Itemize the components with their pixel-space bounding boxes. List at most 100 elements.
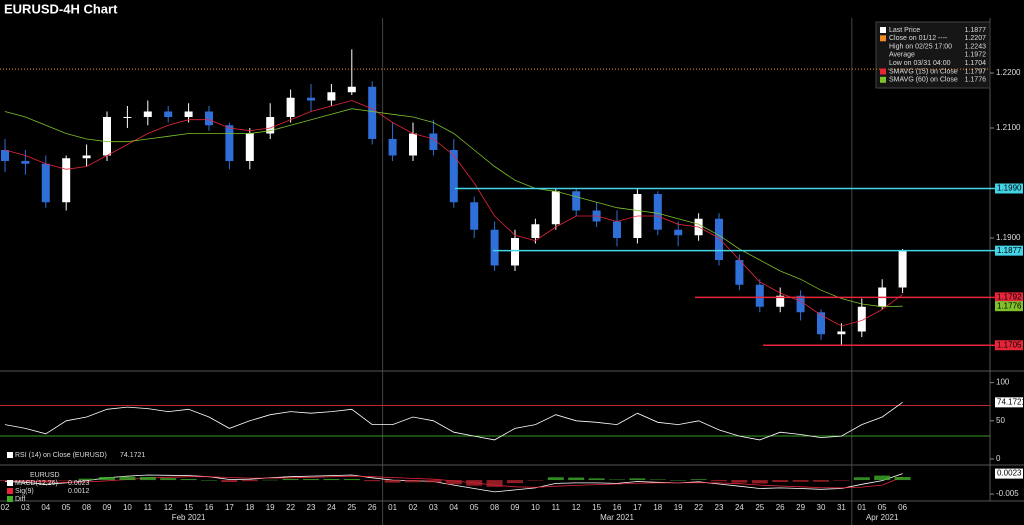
candle-body [286, 97, 295, 117]
diff-bar [364, 480, 381, 482]
x-tick-label: 31 [837, 503, 846, 512]
x-tick-label: 16 [205, 503, 214, 512]
legend-value: 0.0012 [68, 488, 90, 495]
candle-body [613, 221, 621, 238]
diff-bar [507, 480, 523, 484]
candle-body [817, 312, 825, 335]
candle-body [1, 150, 9, 161]
candle-body [62, 158, 71, 203]
candle-body [857, 306, 866, 332]
y-tick-label: 50 [996, 416, 1005, 425]
last-value-label: 0.0023 [997, 469, 1022, 478]
legend-value: 1.1704 [965, 60, 987, 67]
diff-bar [486, 480, 503, 487]
x-tick-label: 10 [123, 503, 132, 512]
x-tick-label: 19 [266, 503, 275, 512]
level-tag [995, 245, 1023, 256]
x-tick-label: 17 [225, 503, 234, 512]
diff-bar [853, 477, 870, 481]
legend-name: MACD(12,26) [15, 480, 58, 487]
x-tick-label: 11 [144, 503, 153, 512]
x-tick-label: 03 [429, 503, 438, 512]
x-tick-label: 02 [409, 503, 418, 512]
diff-bar [180, 478, 197, 481]
diff-bar [405, 480, 421, 483]
candle-body [429, 133, 438, 150]
candle-body [490, 229, 499, 266]
legend-value: 0.0023 [68, 480, 90, 487]
x-tick-label: 23 [715, 503, 724, 512]
x-tick-label: 19 [674, 503, 683, 512]
candle-body [184, 111, 193, 117]
candle-body [715, 218, 723, 260]
candle-body [368, 86, 377, 139]
diff-bar [588, 478, 605, 481]
x-tick-label: 05 [878, 503, 887, 512]
legend-name: RSI (14) on Close (EURUSD) [15, 452, 107, 459]
diff-bar [58, 480, 75, 481]
sma-line [4, 100, 903, 327]
legend-swatch [7, 480, 13, 486]
diff-bar [303, 478, 319, 481]
chart-title: EURUSD-4H Chart [4, 1, 118, 16]
diff-bar [874, 475, 891, 481]
x-tick-label: 29 [796, 503, 805, 512]
x-tick-label: 23 [307, 503, 316, 512]
diff-bar [711, 480, 727, 482]
legend-name: Low on 03/31 04:00 [889, 60, 951, 67]
x-tick-label: 05 [62, 503, 71, 512]
month-label: Apr 2021 [866, 513, 899, 522]
level-label: 1.1990 [997, 184, 1022, 193]
x-tick-label: 05 [470, 503, 479, 512]
candle-body [837, 331, 846, 335]
legend-swatch [880, 76, 886, 83]
sma-last-label: 1.1776 [997, 301, 1022, 310]
legend-value: 1.1877 [965, 27, 987, 34]
level-tag [995, 340, 1023, 351]
legend-swatch [7, 452, 13, 458]
legend-swatch [880, 27, 886, 33]
diff-bar [568, 477, 585, 481]
candle-body [225, 125, 234, 161]
last-value-label: 74.1721 [997, 397, 1024, 406]
diff-bar [813, 480, 829, 482]
diff-bar [649, 479, 666, 481]
x-tick-label: 02 [1, 503, 10, 512]
x-tick-label: 11 [552, 503, 561, 512]
x-tick-label: 22 [694, 503, 703, 512]
legend-name: Last Price [889, 27, 920, 34]
diff-bar [119, 476, 136, 481]
indicator-line [4, 401, 903, 441]
candle-body [143, 111, 152, 117]
month-label: Feb 2021 [172, 513, 206, 522]
candle-body [103, 117, 111, 156]
candle-body [409, 133, 417, 156]
x-tick-label: 18 [653, 503, 662, 512]
month-label: Mar 2021 [600, 513, 634, 522]
diff-bar [139, 476, 156, 481]
candle-body [327, 92, 336, 101]
diff-bar [99, 476, 115, 481]
x-tick-label: 01 [388, 503, 397, 512]
level-label: 1.1792 [997, 293, 1022, 302]
legend-name: SMAVG (60) on Close [889, 77, 958, 84]
candle-body [245, 133, 254, 161]
level-label: 1.1877 [997, 246, 1022, 255]
x-tick-label: 18 [245, 503, 254, 512]
x-tick-label: 26 [368, 503, 377, 512]
candle-body [470, 202, 479, 230]
candle-body [388, 139, 397, 156]
diff-bar [282, 478, 299, 481]
legend-value: 1.1776 [965, 77, 987, 84]
candle-body [41, 163, 50, 203]
candle-body [898, 250, 907, 288]
legend-name: SMAVG (15) on Close [889, 68, 958, 75]
candle-body [551, 191, 560, 225]
level-tag [995, 183, 1023, 194]
x-tick-label: 09 [103, 503, 112, 512]
x-tick-label: 04 [41, 503, 50, 512]
last-tag [995, 397, 1023, 408]
legend-value: 1.2243 [965, 43, 987, 50]
diff-bar [690, 479, 707, 481]
